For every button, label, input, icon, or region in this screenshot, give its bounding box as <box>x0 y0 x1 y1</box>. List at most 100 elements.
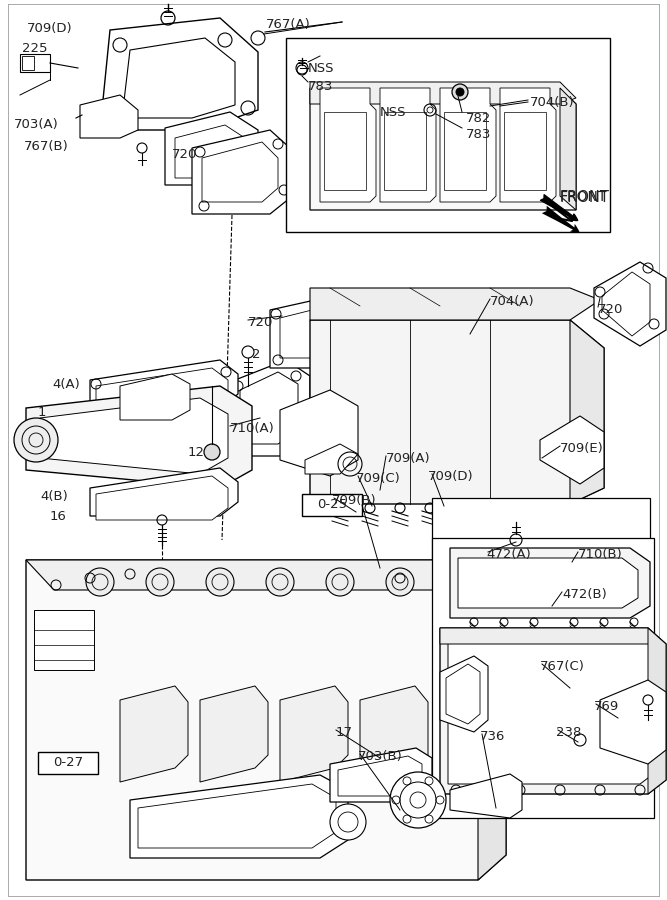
Text: 709(E): 709(E) <box>560 442 604 455</box>
Circle shape <box>204 444 220 460</box>
Polygon shape <box>90 468 238 516</box>
Polygon shape <box>270 290 384 368</box>
Polygon shape <box>446 664 480 724</box>
Text: 0-27: 0-27 <box>53 757 83 770</box>
Polygon shape <box>280 390 358 476</box>
Polygon shape <box>330 748 432 802</box>
Text: 4(A): 4(A) <box>52 378 80 391</box>
Bar <box>20 54 50 72</box>
Text: 782: 782 <box>466 112 492 125</box>
Polygon shape <box>90 360 238 408</box>
Polygon shape <box>310 320 604 504</box>
Polygon shape <box>130 775 348 858</box>
Circle shape <box>266 568 294 596</box>
Polygon shape <box>320 88 376 202</box>
Text: 703(A): 703(A) <box>14 118 59 131</box>
Polygon shape <box>122 38 235 118</box>
Polygon shape <box>450 774 522 818</box>
Text: NSS: NSS <box>308 62 334 75</box>
Polygon shape <box>594 262 666 346</box>
Bar <box>384 112 426 190</box>
Text: 0-25: 0-25 <box>317 499 347 511</box>
Text: 704(A): 704(A) <box>490 295 535 308</box>
Text: 736: 736 <box>480 730 506 743</box>
Polygon shape <box>380 88 436 202</box>
Polygon shape <box>570 320 604 504</box>
Circle shape <box>330 804 366 840</box>
Bar <box>302 494 362 516</box>
Polygon shape <box>138 784 336 848</box>
Text: 1: 1 <box>38 406 47 419</box>
Polygon shape <box>305 444 358 474</box>
Polygon shape <box>165 112 258 185</box>
Text: 720: 720 <box>172 148 197 161</box>
Polygon shape <box>448 636 656 784</box>
Polygon shape <box>26 560 506 880</box>
Text: 709(B): 709(B) <box>332 494 377 507</box>
Polygon shape <box>200 686 268 782</box>
Circle shape <box>386 568 414 596</box>
Circle shape <box>390 772 446 828</box>
Polygon shape <box>280 300 372 358</box>
Circle shape <box>456 88 464 96</box>
Polygon shape <box>100 18 258 130</box>
Polygon shape <box>560 88 576 210</box>
Bar <box>432 538 654 818</box>
Polygon shape <box>202 142 278 202</box>
Polygon shape <box>440 88 496 202</box>
Text: 720: 720 <box>248 316 273 329</box>
Polygon shape <box>40 398 228 474</box>
Circle shape <box>14 418 58 462</box>
Polygon shape <box>648 628 666 794</box>
Bar <box>38 752 98 774</box>
Polygon shape <box>310 88 576 210</box>
Polygon shape <box>600 680 666 764</box>
Text: 709(A): 709(A) <box>386 452 431 465</box>
Polygon shape <box>440 656 488 732</box>
Text: 12: 12 <box>188 446 205 459</box>
Polygon shape <box>500 88 556 202</box>
Polygon shape <box>450 548 650 618</box>
Text: 767(A): 767(A) <box>266 18 311 31</box>
Circle shape <box>146 568 174 596</box>
Polygon shape <box>80 95 138 138</box>
Polygon shape <box>192 130 290 214</box>
Text: 767(C): 767(C) <box>540 660 585 673</box>
Polygon shape <box>310 288 600 320</box>
Circle shape <box>206 568 234 596</box>
Text: 704(B): 704(B) <box>530 96 575 109</box>
Polygon shape <box>602 272 650 336</box>
Text: 720: 720 <box>598 303 624 316</box>
Text: 709(D): 709(D) <box>428 470 474 483</box>
Text: 17: 17 <box>336 726 353 739</box>
Polygon shape <box>310 82 576 104</box>
Polygon shape <box>175 125 248 178</box>
Text: 703(B): 703(B) <box>358 750 403 763</box>
Text: 710(A): 710(A) <box>230 422 275 435</box>
Text: FRONT: FRONT <box>560 190 608 204</box>
Polygon shape <box>458 558 638 608</box>
Polygon shape <box>26 560 506 590</box>
Polygon shape <box>338 756 422 796</box>
Polygon shape <box>230 360 310 456</box>
Polygon shape <box>440 628 666 644</box>
Text: 783: 783 <box>466 128 492 141</box>
Text: 783: 783 <box>308 80 334 93</box>
Text: NSS: NSS <box>380 106 406 119</box>
Bar <box>34 610 94 670</box>
Text: 710(B): 710(B) <box>578 548 623 561</box>
Polygon shape <box>310 82 560 88</box>
Polygon shape <box>280 686 348 782</box>
Polygon shape <box>360 686 428 782</box>
Text: 709(D): 709(D) <box>27 22 73 35</box>
Bar <box>22 56 34 70</box>
Text: 16: 16 <box>50 510 67 523</box>
Text: 4(B): 4(B) <box>40 490 68 503</box>
Polygon shape <box>540 416 604 484</box>
Bar <box>324 112 366 190</box>
Text: 472(A): 472(A) <box>486 548 531 561</box>
Circle shape <box>86 568 114 596</box>
Circle shape <box>326 568 354 596</box>
Polygon shape <box>240 372 298 444</box>
Polygon shape <box>96 368 228 412</box>
